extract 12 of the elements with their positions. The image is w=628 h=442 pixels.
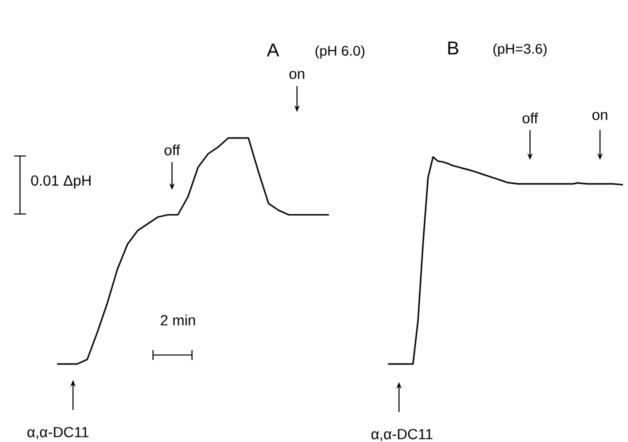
text: on	[592, 112, 608, 120]
text: on	[289, 70, 304, 79]
text: off	[522, 112, 538, 124]
annotation: off	[164, 144, 180, 156]
text: α,α-DC11	[27, 426, 88, 439]
annotation: 0.01 ΔpH	[31, 175, 91, 188]
chart-title: B	[448, 41, 458, 54]
annotation: 2 min	[160, 314, 195, 326]
chart-title: A	[266, 43, 280, 56]
text: α,α-DC11	[371, 428, 432, 441]
chart-subtitle: (pH 6.0)	[316, 45, 364, 58]
chart-subtitle: (pH=3.6)	[493, 43, 547, 56]
